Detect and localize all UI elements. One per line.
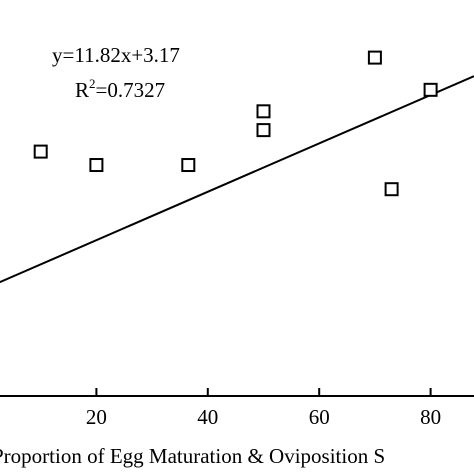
- data-point: [423, 82, 438, 97]
- r-squared-annotation: R2=0.7327: [75, 76, 165, 102]
- data-point: [367, 50, 382, 65]
- x-tick-label: 40: [197, 405, 218, 429]
- r-squared-superscript: 2: [89, 76, 96, 91]
- r-squared-prefix: R: [75, 78, 89, 102]
- x-tick-label: 80: [420, 405, 441, 429]
- data-point: [89, 158, 104, 173]
- equation-annotation: y=11.82x+3.17: [52, 43, 180, 67]
- data-points: [33, 50, 438, 197]
- data-point: [33, 144, 48, 159]
- r-squared-value: =0.7327: [96, 78, 166, 102]
- x-axis-label: Proportion of Egg Maturation & Ovipositi…: [0, 444, 385, 468]
- data-point: [256, 123, 271, 138]
- data-point: [256, 104, 271, 119]
- data-point: [181, 158, 196, 173]
- x-tick-label: 20: [86, 405, 107, 429]
- x-ticks: 20 40 60 80: [86, 388, 441, 429]
- data-point: [384, 182, 399, 197]
- regression-line: [0, 75, 474, 284]
- x-tick-label: 60: [309, 405, 330, 429]
- plot-area: 20 40 60 80: [0, 50, 474, 429]
